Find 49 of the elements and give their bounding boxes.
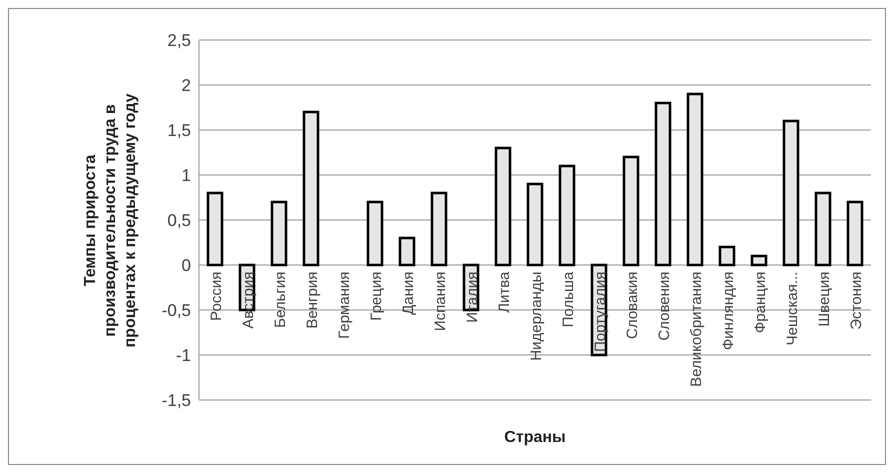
x-tick-label: Португалия [592, 272, 609, 352]
x-tick-label: Нидерланды [528, 272, 545, 361]
bar [846, 200, 864, 266]
x-tick-label: Россия [208, 272, 225, 321]
x-tick-label: Греция [368, 272, 385, 321]
bar [302, 110, 320, 266]
x-tick-label: Словакия [624, 272, 641, 339]
x-tick-label: Чешская... [784, 272, 801, 346]
bar [206, 192, 224, 266]
bar [750, 254, 768, 266]
x-tick-label: Финляндия [720, 272, 737, 350]
y-tick-label: -1,5 [162, 391, 191, 410]
y-tick-label: -1 [176, 346, 191, 366]
x-tick-label: Венгрия [304, 272, 321, 329]
x-tick-label: Италия [464, 272, 481, 323]
x-tick-label: Польша [560, 270, 577, 328]
x-tick-label: Дания [400, 272, 417, 315]
bar [782, 120, 800, 266]
x-tick-label: Литва [496, 270, 513, 313]
x-tick-label: Франция [752, 272, 769, 334]
x-tick-label: Швеция [816, 272, 833, 327]
bar [686, 92, 704, 266]
y-tick-label: 0,5 [167, 211, 191, 230]
y-tick-label: 2,5 [167, 31, 191, 50]
y-tick-label: 2 [182, 76, 191, 96]
x-axis-title: Страны [503, 429, 567, 447]
x-tick-label: Бельгия [272, 272, 289, 328]
bar [494, 146, 512, 266]
y-tick-label: 1,5 [167, 121, 191, 140]
bar [558, 164, 576, 266]
bar [398, 236, 416, 266]
y-tick-label: -0,5 [162, 301, 191, 320]
x-tick-label: Словения [656, 272, 673, 341]
bar [430, 192, 448, 266]
bar [526, 182, 544, 266]
x-tick-label: Австрия [240, 272, 257, 329]
y-tick-label: 1 [182, 166, 191, 186]
x-tick-label: Великобритания [688, 272, 705, 387]
bar [270, 200, 288, 266]
bar [814, 192, 832, 266]
x-tick-label: Эстония [848, 272, 865, 330]
x-tick-label: Германия [336, 272, 353, 339]
y-axis-title: Темпы прироста производительности труда в процентах к предыдущему году [82, 93, 139, 348]
bar [366, 200, 384, 266]
bar [622, 156, 640, 266]
x-tick-label: Испания [432, 272, 449, 332]
bar [654, 102, 672, 266]
bar [718, 246, 736, 266]
y-tick-label: 0 [182, 256, 191, 276]
